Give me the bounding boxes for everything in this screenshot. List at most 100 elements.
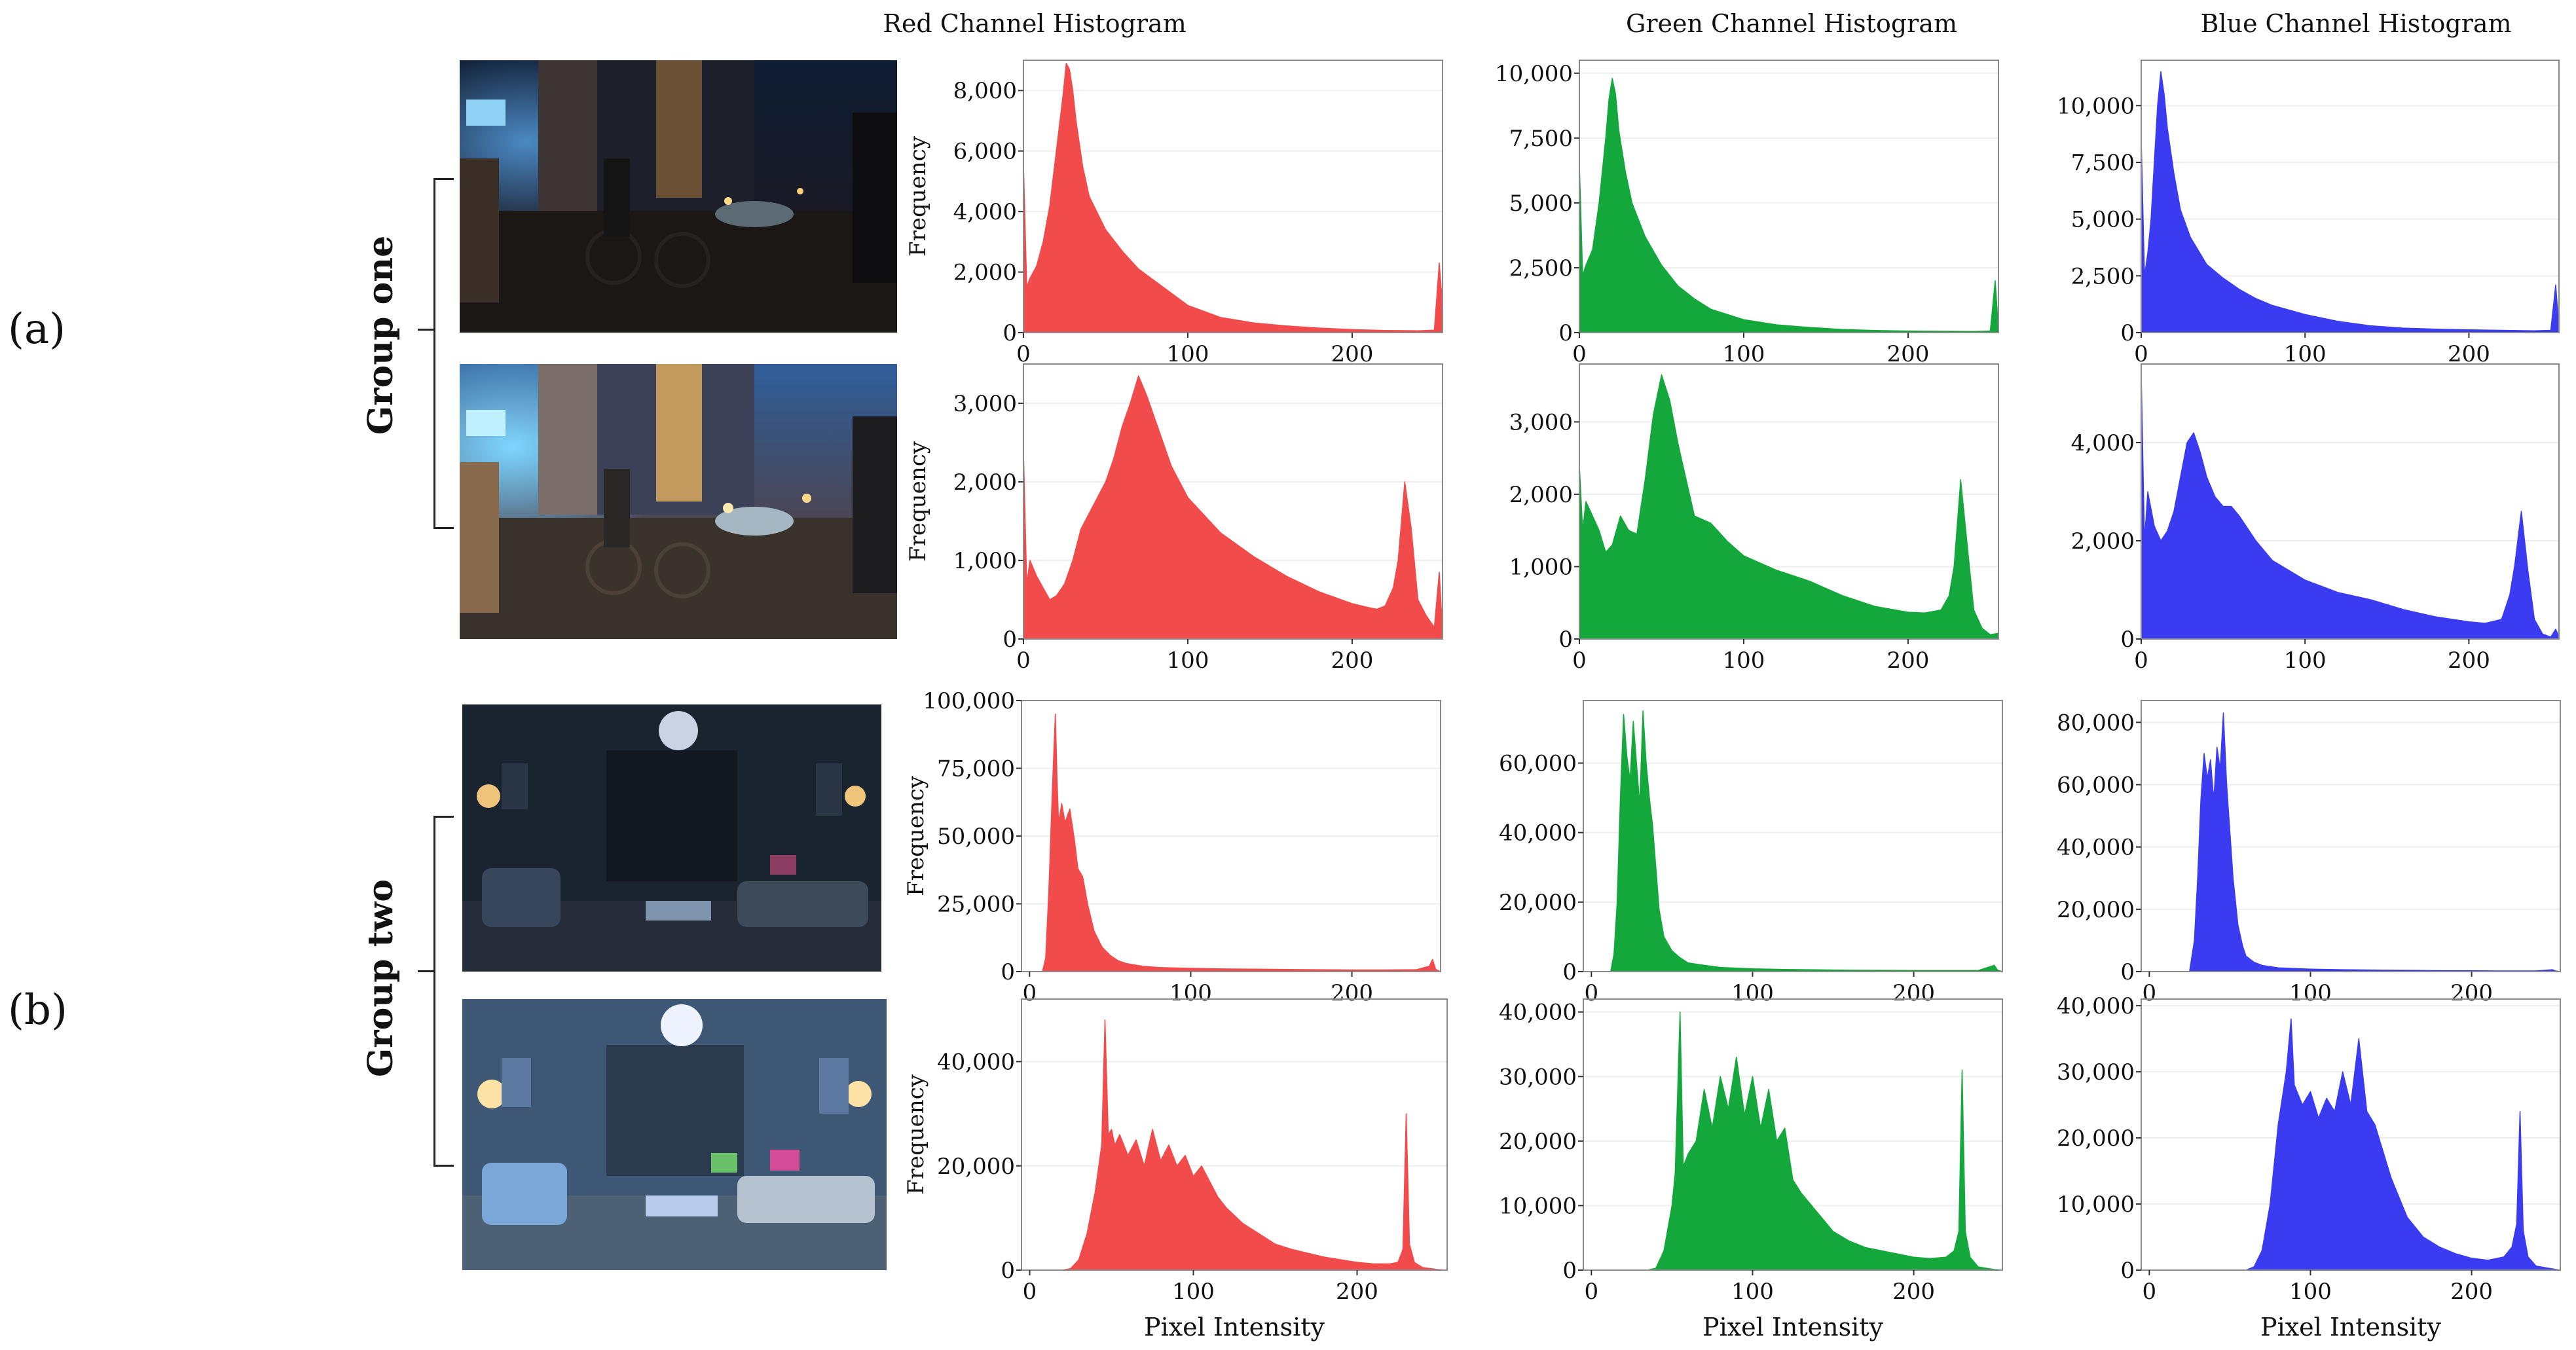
y-tick-label-r2c3-2: 4,000 bbox=[2071, 430, 2135, 456]
y-tick-label-r3c2-2: 40,000 bbox=[1499, 820, 1577, 847]
histogram-r1c1: 0 2,000 4,000 6,000 8,000 0 100 200 Frequency bbox=[905, 60, 1443, 367]
room-photo-original-picture bbox=[462, 704, 881, 972]
histogram-r3c2: 0 20,000 40,000 60,000 0 100 200 bbox=[1499, 700, 2003, 1006]
y-tick-label-r4c1-0: 0 bbox=[1001, 1258, 1015, 1284]
plot-frame-r1c2 bbox=[1579, 60, 1999, 333]
x-tick-label-r3c3-1: 100 bbox=[2289, 980, 2332, 1006]
room-photo-enhanced bbox=[462, 999, 887, 1270]
histogram-r3c3: 0 20,000 40,000 60,000 80,000 0 100 200 bbox=[2057, 700, 2561, 1006]
column-title-red: Red Channel Histogram bbox=[883, 9, 1187, 38]
x-tick-label-r3c1-2: 200 bbox=[1331, 980, 1373, 1006]
y-tick-label-r1c2-3: 7,500 bbox=[1509, 126, 1573, 152]
histogram-area-r4c3 bbox=[2148, 1018, 2561, 1271]
y-tick-label-r2c2-1: 1,000 bbox=[1509, 554, 1573, 580]
x-tick-label-r1c1-2: 200 bbox=[1331, 341, 1374, 367]
plot-frame-r1c3 bbox=[2141, 60, 2560, 333]
y-tick-label-r1c1-3: 6,000 bbox=[953, 139, 1017, 165]
plot-frame-r4c1 bbox=[1021, 998, 1448, 1271]
y-axis-label-r2c1: Frequency bbox=[905, 441, 931, 562]
y-tick-label-r4c2-0: 0 bbox=[1562, 1258, 1577, 1284]
y-tick-label-r1c3-2: 5,000 bbox=[2071, 207, 2135, 233]
x-tick-label-r1c1-1: 100 bbox=[1167, 341, 1209, 367]
y-tick-label-r3c3-2: 40,000 bbox=[2057, 835, 2135, 861]
room-photo-enhanced-picture bbox=[462, 999, 887, 1270]
x-tick-label-r3c3-2: 200 bbox=[2450, 980, 2493, 1006]
histogram-r2c2: 0 1,000 2,000 3,000 0 100 200 bbox=[1509, 363, 1999, 674]
y-tick-label-r1c1-2: 4,000 bbox=[953, 199, 1017, 225]
x-tick-label-r2c2-1: 100 bbox=[1723, 648, 1765, 674]
y-tick-label-r3c1-0: 0 bbox=[1001, 959, 1015, 985]
y-tick-label-r1c1-4: 8,000 bbox=[953, 78, 1017, 104]
histogram-area-r4c2 bbox=[1591, 1011, 2003, 1271]
histogram-r1c3: 0 2,500 5,000 7,500 10,000 0 100 200 bbox=[2057, 60, 2560, 367]
y-tick-label-r1c3-1: 2,500 bbox=[2071, 263, 2135, 289]
x-tick-label-r2c1-0: 0 bbox=[1016, 648, 1031, 674]
y-tick-label-r4c2-3: 30,000 bbox=[1499, 1064, 1577, 1090]
y-tick-label-r1c2-2: 5,000 bbox=[1509, 191, 1573, 217]
y-tick-label-r4c2-1: 10,000 bbox=[1499, 1193, 1577, 1219]
y-tick-label-r1c2-0: 0 bbox=[1558, 320, 1573, 346]
x-tick-label-r3c2-1: 100 bbox=[1731, 980, 1774, 1006]
histogram-r1c2: 0 2,500 5,000 7,500 10,000 0 100 200 bbox=[1495, 60, 1999, 367]
y-tick-label-r2c3-0: 0 bbox=[2120, 627, 2135, 653]
x-tick-label-r2c1-2: 200 bbox=[1331, 648, 1374, 674]
y-tick-label-r3c3-0: 0 bbox=[2120, 959, 2135, 985]
y-axis-label-r1c1: Frequency bbox=[905, 136, 931, 257]
panel-label-a: (a) bbox=[8, 305, 66, 354]
plot-frame-r2c3 bbox=[2141, 363, 2560, 640]
histogram-area-r3c3 bbox=[2148, 712, 2561, 972]
y-tick-label-r2c1-0: 0 bbox=[1003, 627, 1017, 653]
y-tick-label-r1c1-1: 2,000 bbox=[953, 260, 1017, 286]
y-tick-label-r2c2-0: 0 bbox=[1558, 627, 1573, 653]
y-tick-label-r3c3-3: 60,000 bbox=[2057, 772, 2135, 798]
y-tick-label-r2c1-1: 1,000 bbox=[953, 548, 1017, 574]
x-axis-label-r4c1: Pixel Intensity bbox=[1144, 1313, 1325, 1341]
plot-frame-r2c2 bbox=[1579, 363, 1999, 640]
x-tick-label-r3c2-0: 0 bbox=[1584, 980, 1598, 1006]
histogram-r4c3: 0 10,000 20,000 30,000 40,000 0 100 200 Pixel In… bbox=[2057, 993, 2561, 1341]
y-tick-label-r3c3-1: 20,000 bbox=[2057, 897, 2135, 923]
histogram-r4c1: 0 20,000 40,000 0 100 200 Frequency Pixel Inten… bbox=[903, 998, 1448, 1341]
street-photo-enhanced bbox=[460, 364, 897, 639]
column-title-blue: Blue Channel Histogram bbox=[2200, 9, 2512, 38]
group-one-bracket bbox=[433, 178, 454, 529]
street-photo-original bbox=[460, 60, 897, 333]
y-tick-label-r3c2-0: 0 bbox=[1562, 959, 1577, 985]
x-tick-label-r4c2-1: 100 bbox=[1731, 1279, 1774, 1305]
x-tick-label-r1c2-0: 0 bbox=[1572, 341, 1587, 367]
histogram-area-r3c1 bbox=[1029, 713, 1441, 972]
plot-frame-r3c3 bbox=[2141, 700, 2561, 972]
y-tick-label-r4c3-4: 40,000 bbox=[2057, 993, 2135, 1019]
y-tick-label-r2c1-3: 3,000 bbox=[953, 391, 1017, 417]
y-tick-label-r1c1-0: 0 bbox=[1003, 320, 1017, 346]
panel-label-b: (b) bbox=[8, 986, 67, 1034]
column-title-green: Green Channel Histogram bbox=[1625, 9, 1958, 38]
y-tick-label-r3c1-1: 25,000 bbox=[937, 892, 1015, 918]
x-tick-label-r2c2-2: 200 bbox=[1887, 648, 1930, 674]
x-tick-label-r1c2-1: 100 bbox=[1723, 341, 1765, 367]
histogram-area-r2c1 bbox=[1023, 375, 1443, 640]
histogram-area-r1c1 bbox=[1023, 62, 1443, 333]
y-tick-label-r1c2-4: 10,000 bbox=[1495, 61, 1573, 87]
x-tick-label-r4c3-2: 200 bbox=[2450, 1279, 2493, 1305]
y-tick-label-r1c3-0: 0 bbox=[2120, 320, 2135, 346]
y-tick-label-r3c2-1: 20,000 bbox=[1499, 890, 1577, 916]
plot-frame-r1c1 bbox=[1023, 60, 1443, 333]
x-axis-label-r4c2: Pixel Intensity bbox=[1702, 1313, 1884, 1341]
x-tick-label-r3c1-1: 100 bbox=[1169, 980, 1212, 1006]
y-tick-label-r3c3-4: 80,000 bbox=[2057, 710, 2135, 736]
plot-frame-r4c3 bbox=[2141, 998, 2561, 1271]
x-tick-label-r1c2-2: 200 bbox=[1887, 341, 1930, 367]
y-tick-label-r4c3-3: 30,000 bbox=[2057, 1059, 2135, 1085]
y-tick-label-r4c2-2: 20,000 bbox=[1499, 1129, 1577, 1155]
histogram-area-r2c2 bbox=[1579, 374, 1999, 640]
y-tick-label-r2c1-2: 2,000 bbox=[953, 469, 1017, 496]
x-tick-label-r4c1-1: 100 bbox=[1172, 1279, 1215, 1305]
y-tick-label-r2c2-3: 3,000 bbox=[1509, 409, 1573, 435]
y-tick-label-r1c2-1: 2,500 bbox=[1509, 255, 1573, 282]
y-tick-label-r1c3-3: 7,500 bbox=[2071, 150, 2135, 176]
y-tick-label-r3c2-3: 60,000 bbox=[1499, 751, 1577, 777]
y-tick-label-r3c1-2: 50,000 bbox=[937, 824, 1015, 850]
plot-frame-r3c2 bbox=[1583, 700, 2003, 972]
x-tick-label-r4c3-1: 100 bbox=[2289, 1279, 2332, 1305]
